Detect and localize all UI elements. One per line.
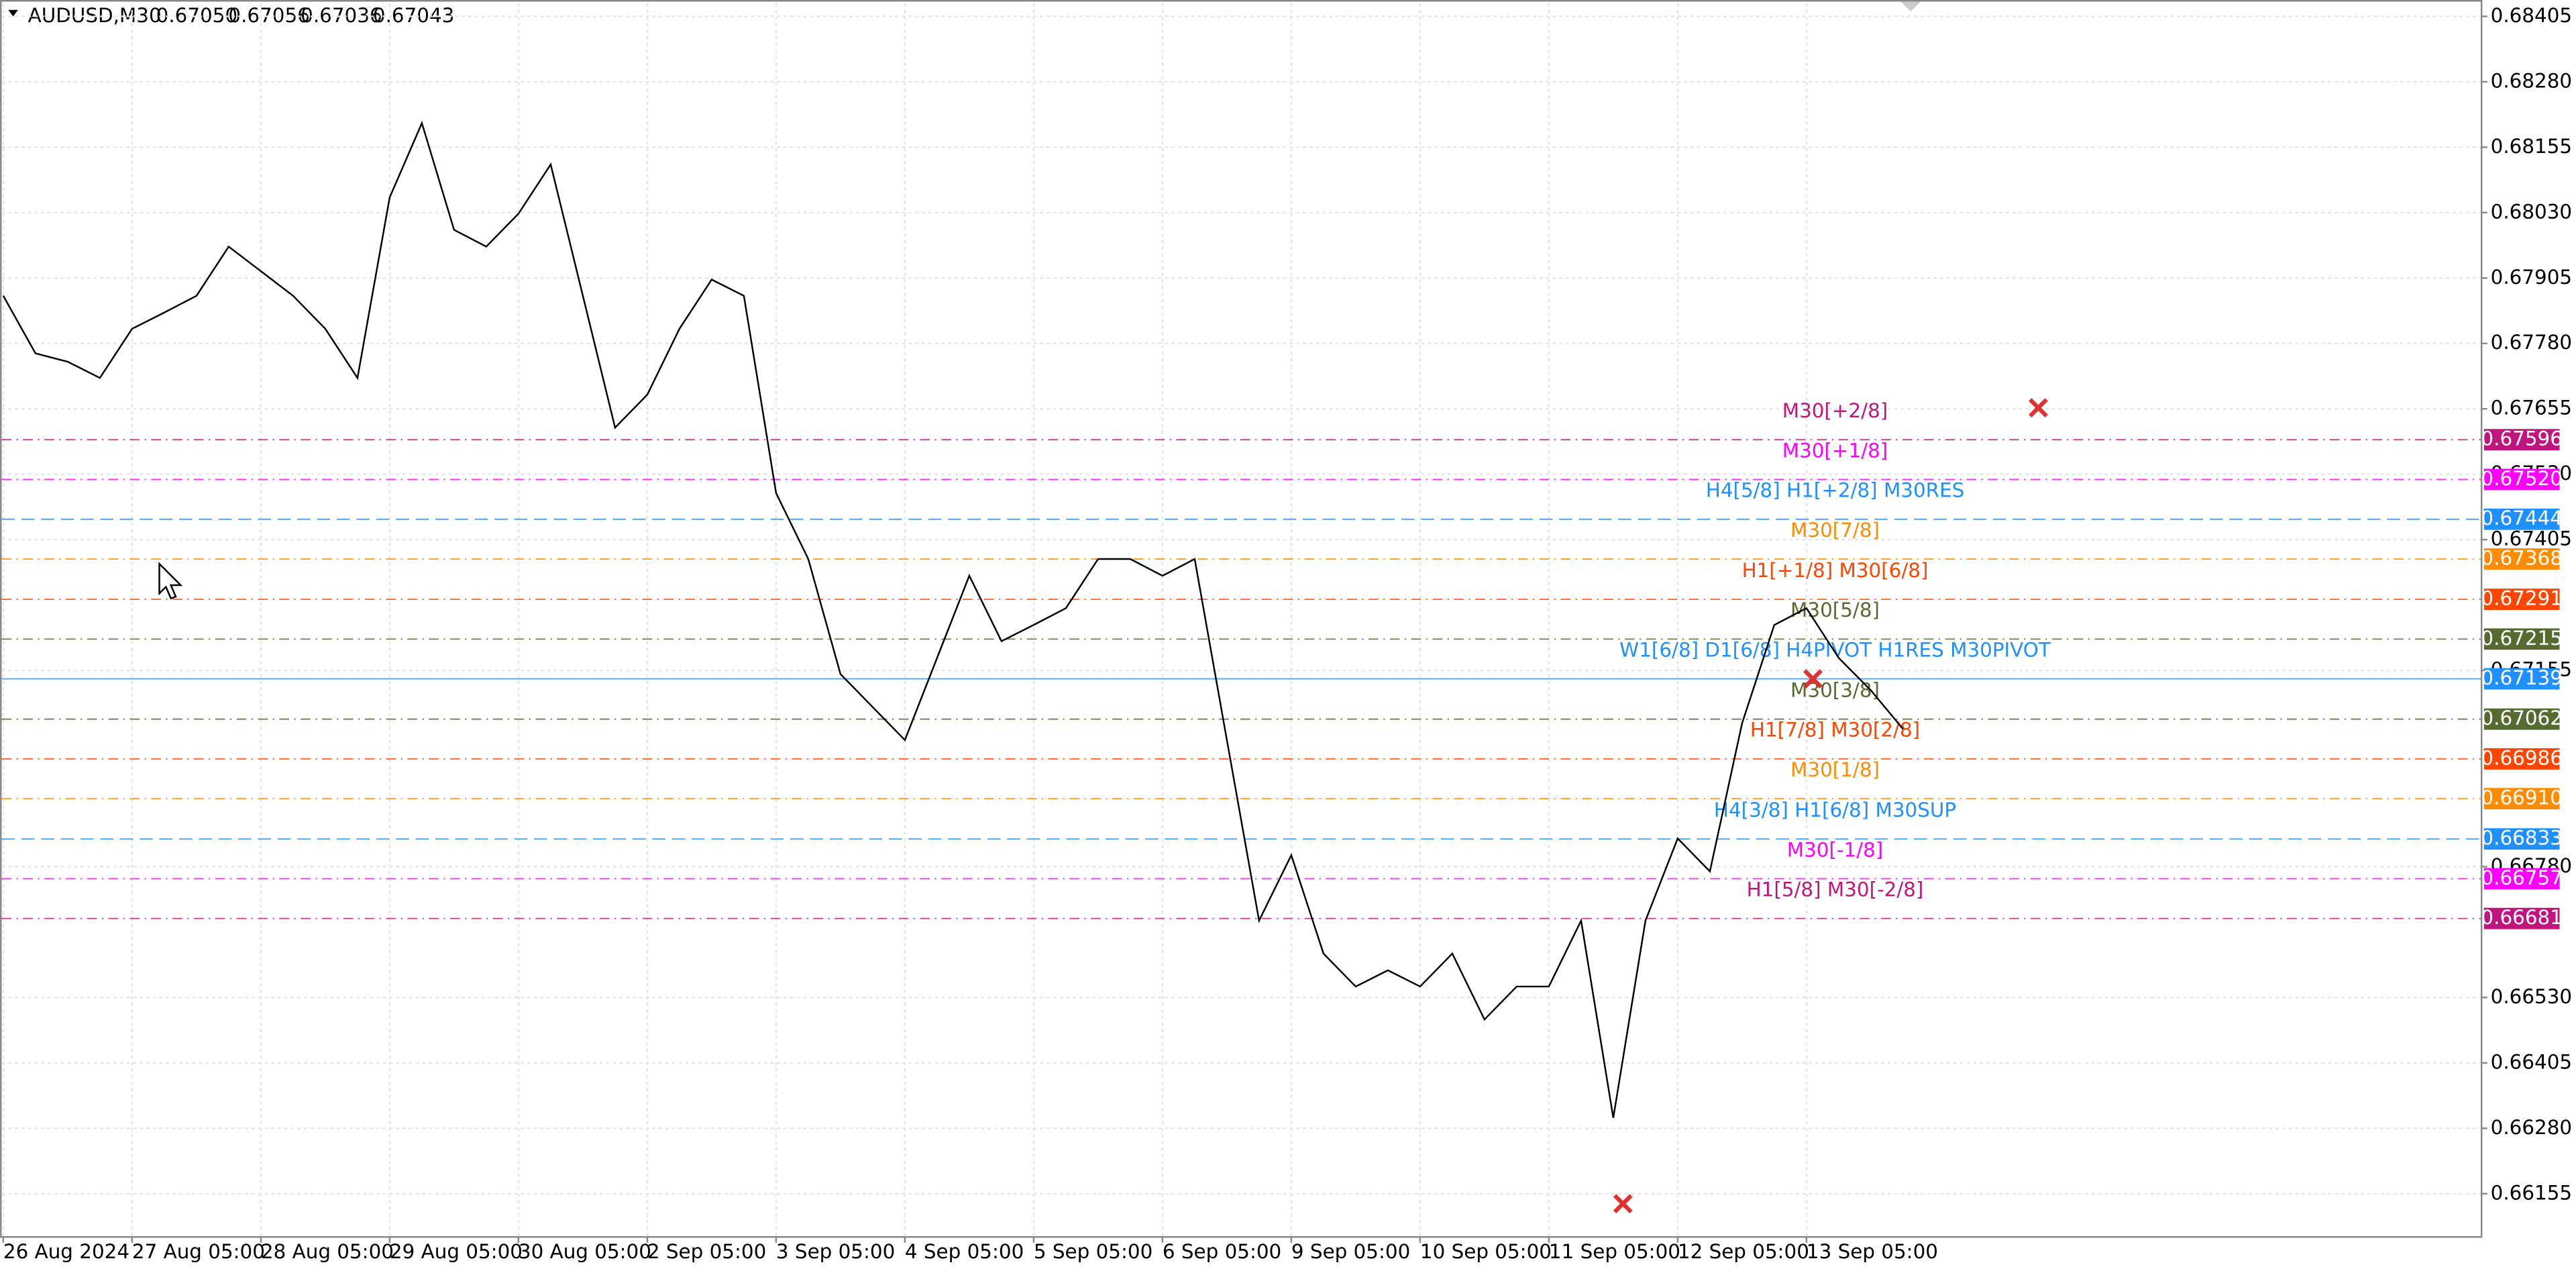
price-tag (2483, 508, 2560, 530)
y-tick-label: 0.66530 (2491, 985, 2572, 1008)
y-tick-label: 0.68405 (2491, 4, 2572, 27)
x-tick-label: 10 Sep 05:00 (1420, 1240, 1552, 1263)
cross-marker (1613, 1194, 1633, 1214)
level-label: H1[+1/8] M30[6/8] (1742, 559, 1929, 582)
price-tag (2483, 708, 2560, 730)
level-label: M30[3/8] (1790, 678, 1880, 701)
mouse-cursor (158, 562, 183, 600)
x-tick-label: 11 Sep 05:00 (1549, 1240, 1680, 1263)
menu-arrow[interactable] (8, 9, 18, 17)
level-label: M30[+2/8] (1782, 399, 1888, 422)
price-tag-label: 0.67291 (2481, 587, 2562, 610)
cross-marker (1803, 669, 1823, 689)
x-tick-label: 5 Sep 05:00 (1034, 1240, 1152, 1263)
y-tick-label: 0.67405 (2491, 527, 2572, 550)
y-tick-label: 0.68155 (2491, 135, 2572, 158)
price-tag-label: 0.66910 (2481, 786, 2562, 809)
x-tick-label: 30 Aug 05:00 (519, 1240, 651, 1263)
x-tick-label: 29 Aug 05:00 (390, 1240, 523, 1263)
x-tick-label: 3 Sep 05:00 (776, 1240, 895, 1263)
quote-close: 0.67043 (373, 4, 454, 27)
price-tag-label: 0.67444 (2481, 507, 2562, 529)
cross-marker (2029, 398, 2048, 418)
level-label: H1[5/8] M30[-2/8] (1747, 878, 1924, 901)
level-label: M30[5/8] (1790, 599, 1880, 621)
price-tag-label: 0.67368 (2481, 547, 2562, 570)
price-tag-label: 0.67215 (2481, 627, 2562, 650)
price-tag-label: 0.67596 (2481, 427, 2562, 450)
price-tag (2483, 907, 2560, 929)
price-tag-label: 0.66757 (2481, 866, 2562, 889)
price-tag-label: 0.66833 (2481, 827, 2562, 850)
price-tag-label: 0.67520 (2481, 467, 2562, 490)
x-tick-label: 12 Sep 05:00 (1678, 1240, 1809, 1263)
price-tag (2483, 628, 2560, 650)
price-tag (2483, 828, 2560, 850)
x-tick-label: 4 Sep 05:00 (905, 1240, 1024, 1263)
level-label: M30[-1/8] (1787, 838, 1884, 861)
level-label: M30[7/8] (1790, 519, 1880, 542)
level-label: W1[6/8] D1[6/8] H4PIVOT H1RES M30PIVOT (1619, 638, 2051, 661)
x-tick-label: 27 Aug 05:00 (132, 1240, 265, 1263)
y-tick-label: 0.67905 (2491, 266, 2572, 289)
price-line (2, 120, 1904, 1118)
level-label: H1[7/8] M30[2/8] (1750, 719, 1920, 742)
price-tag (2483, 788, 2560, 810)
y-tick-label: 0.66155 (2491, 1181, 2572, 1204)
level-label: M30[1/8] (1790, 758, 1880, 781)
y-tick-label: 0.67780 (2491, 331, 2572, 354)
symbol: AUDUSD,M30 (28, 4, 162, 27)
price-tag (2483, 748, 2560, 770)
y-tick-label: 0.66405 (2491, 1050, 2572, 1073)
y-tick-label: 0.68030 (2491, 200, 2572, 223)
price-tag-label: 0.67062 (2481, 707, 2562, 729)
y-tick-label: 0.66280 (2491, 1116, 2572, 1139)
price-tag (2483, 468, 2560, 491)
quote-high: 0.67056 (228, 4, 309, 27)
price-tag-label: 0.66986 (2481, 746, 2562, 769)
level-label: H4[3/8] H1[6/8] M30SUP (1714, 799, 1956, 821)
x-tick-label: 9 Sep 05:00 (1291, 1240, 1410, 1263)
price-tag (2483, 868, 2560, 890)
x-tick-label: 2 Sep 05:00 (647, 1240, 766, 1263)
x-tick-label: 26 Aug 2024 (3, 1240, 129, 1263)
price-tag (2483, 668, 2560, 690)
y-tick-label: 0.67655 (2491, 397, 2572, 419)
price-tag (2483, 589, 2560, 610)
x-tick-label: 6 Sep 05:00 (1163, 1240, 1281, 1263)
price-tag-label: 0.67139 (2481, 666, 2562, 689)
x-tick-label: 28 Aug 05:00 (261, 1240, 394, 1263)
level-label: H4[5/8] H1[+2/8] M30RES (1706, 479, 1965, 502)
quote-open: 0.67050 (156, 4, 237, 27)
price-tag (2483, 429, 2560, 451)
y-tick-label: 0.68280 (2491, 69, 2572, 92)
quote-low: 0.67036 (301, 4, 382, 27)
shift-marker (1900, 1, 1921, 12)
level-label: M30[+1/8] (1782, 439, 1888, 462)
price-tag (2483, 548, 2560, 570)
x-tick-label: 13 Sep 05:00 (1807, 1240, 1938, 1263)
price-tag-label: 0.66681 (2481, 906, 2562, 929)
plot-frame (0, 0, 2483, 1238)
